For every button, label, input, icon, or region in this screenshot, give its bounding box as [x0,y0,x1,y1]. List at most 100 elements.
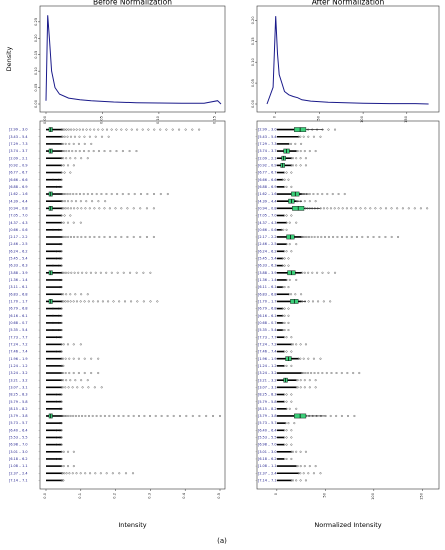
row-label: [0.66 .. 0.6 [9,228,28,232]
outlier-point [304,479,307,482]
outlier-point [159,193,162,195]
outlier-point [198,415,201,417]
outlier-point [288,278,291,281]
outlier-point [283,393,286,396]
row-label: [3.07 .. 3.1 [258,385,277,389]
x-tick-label: 50 [322,492,326,497]
outlier-point [94,271,97,274]
outlier-point [72,128,75,131]
outlier-point [413,207,416,210]
outlier-point [108,236,111,238]
outlier-point [283,321,286,324]
outlier-point [61,200,64,203]
outlier-point [145,207,148,210]
row-label: [8.25 .. 8.3 [9,393,28,397]
outlier-point [73,207,76,210]
row-label: [6.18 .. 6.2 [9,457,28,461]
y-tick-label: 0.05 [34,84,38,92]
outlier-point [60,142,63,145]
outlier-point [294,142,297,145]
outlier-point [77,271,80,274]
row-label: [1.96 .. 1.9 [9,357,28,361]
outlier-point [55,250,58,253]
row-label: [1.96 .. 1.9 [258,357,277,361]
outlier-point [62,157,65,160]
outlier-point [340,415,343,417]
outlier-point [299,472,302,475]
x-tick-label: 0.15 [212,116,216,124]
outlier-point [69,236,72,238]
outlier-point [58,336,61,339]
row-label: [6.83 .. 6.8 [258,292,277,296]
outlier-point [426,207,429,210]
outlier-point [361,236,364,238]
row-label: [6.88 .. 6.9 [258,185,277,189]
outlier-point [334,128,337,131]
density-line [266,16,429,105]
outlier-point [126,236,129,238]
outlier-point [312,193,315,195]
outlier-point [60,243,63,246]
outlier-point [300,293,303,296]
outlier-point [68,150,71,153]
outlier-point [83,357,86,360]
outlier-point [311,271,314,274]
outlier-point [346,372,349,374]
outlier-point [128,150,131,153]
x-tick-label: 0.05 [99,116,103,124]
outlier-point [69,171,72,174]
row-label: [5.53 .. 5.5 [9,436,28,440]
outlier-point [68,142,71,145]
outlier-point [64,386,67,389]
row-label: [2.99 .. 3.0 [258,128,277,132]
outlier-point [165,128,168,131]
outlier-point [285,400,288,403]
outlier-point [407,207,410,210]
outlier-point [57,228,60,231]
outlier-point [285,436,288,439]
outlier-point [60,472,63,475]
outlier-point [51,264,54,267]
outlier-point [72,415,75,417]
outlier-point [283,171,286,174]
outlier-point [302,472,305,475]
outlier-point [198,128,201,131]
outlier-point [60,357,63,360]
row-label: [1.08 .. 1.1 [258,464,277,468]
outlier-point [114,236,117,238]
outlier-point [55,429,58,432]
outlier-point [64,236,67,238]
row-label: [6.77 .. 6.7 [258,171,277,175]
outlier-point [295,479,298,482]
outlier-point [317,300,320,303]
outlier-point [57,329,60,332]
outlier-point [80,379,83,382]
outlier-point [75,200,77,203]
outlier-point [110,271,113,274]
outlier-point [98,236,101,238]
x-axis-label: Normalized Intensity [314,521,381,529]
outlier-point [292,164,294,167]
outlier-point [314,150,317,153]
outlier-point [133,193,136,195]
outlier-point [60,386,63,389]
outlier-point [160,415,163,417]
outlier-point [55,400,58,403]
outlier-point [171,128,174,131]
outlier-point [85,271,88,274]
outlier-point [86,379,89,382]
outlier-point [70,271,73,274]
outlier-point [302,357,305,360]
outlier-point [81,271,84,274]
outlier-point [127,415,130,417]
outlier-point [80,207,83,210]
outlier-point [304,157,307,160]
outlier-point [80,293,83,296]
row-label: [8.15 .. 8.2 [258,407,277,411]
outlier-point [359,207,362,210]
outlier-point [281,307,284,310]
row-label: [6.33 .. 6.3 [258,264,277,268]
outlier-point [149,415,151,417]
outlier-point [58,257,61,260]
outlier-point [69,193,72,195]
